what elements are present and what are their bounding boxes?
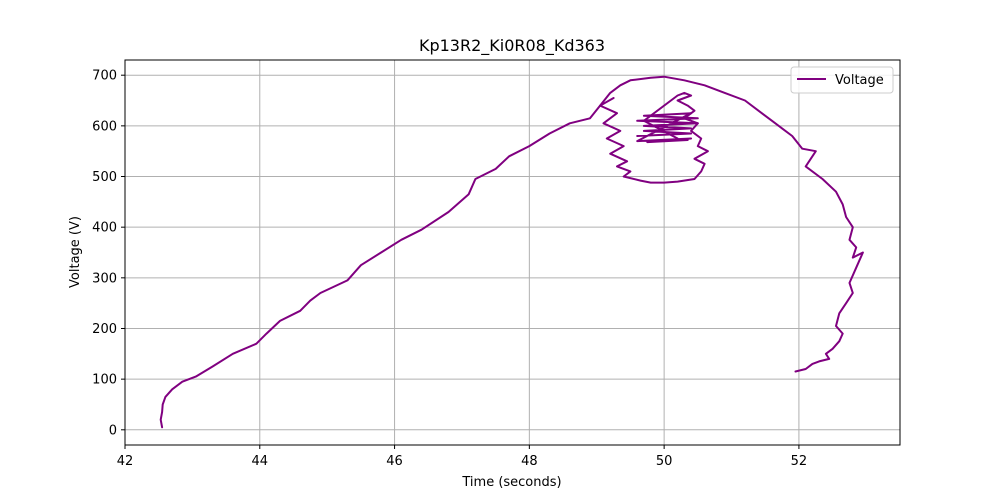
y-tick-label: 0 [109,423,117,438]
y-tick-label: 400 [92,221,117,236]
x-tick-label: 42 [117,454,134,469]
voltage-series-line-0 [159,75,864,429]
x-tick-label: 52 [791,454,808,469]
x-tick-label: 46 [386,454,403,469]
series-lines [159,75,864,429]
plot-frame [124,59,901,446]
y-axis-label: Voltage (V) [68,216,83,288]
voltage-series-line-1 [599,91,709,184]
x-tick-label: 48 [521,454,538,469]
voltage-series-line-2 [636,112,699,144]
y-tick-label: 100 [92,373,117,388]
y-ticks: 0 100 200 300 400 500 600 700 [92,69,125,438]
legend-label-voltage: Voltage [835,73,884,88]
x-ticks: 42 44 46 48 50 52 [117,445,807,469]
y-tick-label: 200 [92,322,117,337]
x-tick-label: 50 [656,454,673,469]
x-tick-label: 44 [252,454,269,469]
y-tick-label: 600 [92,119,117,134]
y-tick-label: 500 [92,170,117,185]
gridlines [124,60,900,445]
legend-box [790,66,894,94]
chart-title: Kp13R2_Ki0R08_Kd363 [419,36,605,56]
legend: Voltage [790,66,894,94]
y-tick-label: 700 [92,69,117,84]
x-axis-label: Time (seconds) [461,475,561,490]
y-tick-label: 300 [92,271,117,286]
